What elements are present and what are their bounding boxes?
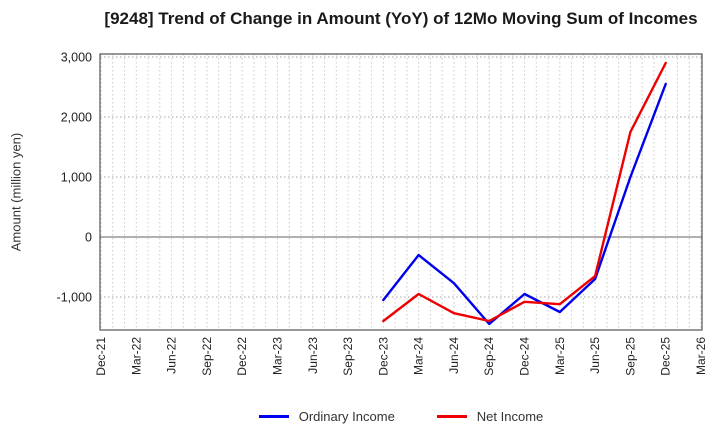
x-tick-label: Mar-25 [553,337,567,375]
x-tick-label: Dec-24 [518,337,532,376]
x-tick-label: Jun-24 [447,337,461,374]
x-tick-label: Sep-22 [200,337,214,376]
series-line-ordinary-income [382,82,667,326]
legend-item-ordinary-income: Ordinary Income [258,408,395,424]
x-tick-label: Dec-25 [659,337,673,376]
x-tick-label: Jun-23 [306,337,320,374]
y-tick-label: 0 [85,231,92,245]
x-tick-label: Dec-21 [94,337,108,376]
legend-label-ordinary-income: Ordinary Income [298,408,395,424]
x-tick-label: Dec-23 [376,337,390,376]
series-line-net-income [382,61,667,323]
x-tick-label: Mar-26 [694,337,708,375]
x-tick-label: Mar-22 [129,337,143,375]
plot-frame [99,53,703,331]
y-tick-label: -1,000 [57,291,92,305]
x-tick-label: Mar-24 [412,337,426,375]
x-tick-label: Jun-25 [588,337,602,374]
x-tick-label: Sep-25 [623,337,637,376]
legend: Ordinary Income Net Income [100,404,702,428]
x-tick-label: Sep-24 [482,337,496,376]
ordinary-income-line-swatch [258,414,289,418]
x-tick-label: Sep-23 [341,337,355,376]
net-income-line-swatch [436,414,467,418]
x-tick-label: Mar-23 [270,337,284,375]
legend-label-net-income: Net Income [476,408,544,424]
chart-title: [9248] Trend of Change in Amount (YoY) o… [104,9,698,28]
y-tick-label: 3,000 [61,51,92,65]
x-tick-label: Dec-22 [235,337,249,376]
legend-item-net-income: Net Income [436,408,544,424]
x-tick-label: Jun-22 [165,337,179,374]
y-tick-label: 1,000 [61,171,92,185]
y-tick-label: 2,000 [61,111,92,125]
